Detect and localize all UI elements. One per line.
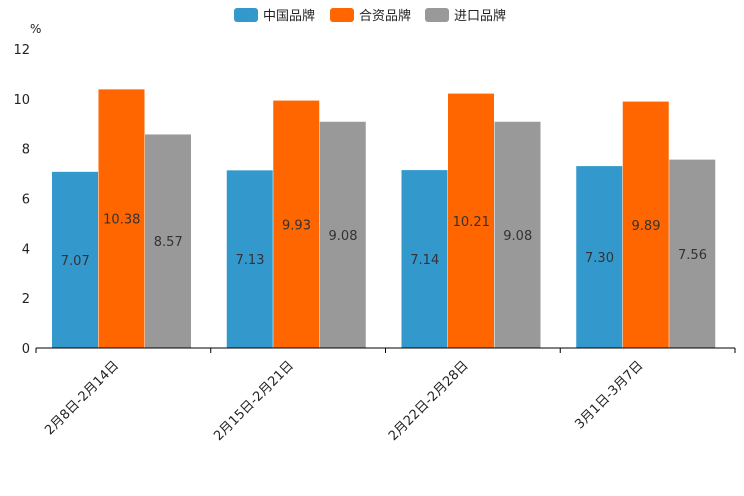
y-tick-label: 10 xyxy=(13,93,30,108)
bar-3-4 xyxy=(669,159,716,348)
bar-2-1 xyxy=(98,89,145,349)
bar-3-2 xyxy=(319,121,366,348)
y-axis-unit-label: % xyxy=(30,22,41,36)
data-label: 7.07 xyxy=(61,254,90,269)
y-tick-label: 4 xyxy=(22,242,30,257)
data-label: 7.30 xyxy=(585,251,614,266)
legend-label: 中国品牌 xyxy=(263,8,315,24)
bar-2-4 xyxy=(622,101,669,349)
bar-1-3 xyxy=(401,170,448,348)
x-tick-label: 2月15日-2月21日 xyxy=(211,358,297,444)
data-label: 7.13 xyxy=(236,253,265,268)
legend-swatch xyxy=(330,8,354,22)
bar-2-2 xyxy=(273,100,320,348)
data-label: 7.56 xyxy=(678,248,707,263)
x-tick-label: 2月22日-2月28日 xyxy=(386,358,472,444)
legend: 中国品牌 合资品牌 进口品牌 xyxy=(234,8,506,24)
bar-3-1 xyxy=(145,134,191,348)
data-label: 9.08 xyxy=(329,229,358,244)
bar-1-2 xyxy=(226,170,273,348)
x-tick-label: 3月1日-3月7日 xyxy=(572,358,646,432)
y-tick-label: 8 xyxy=(22,143,30,158)
data-label: 10.38 xyxy=(103,213,140,228)
data-label: 7.14 xyxy=(410,253,439,268)
bar-2-3 xyxy=(448,93,494,348)
y-axis: 0 2 4 6 8 10 12 xyxy=(13,43,30,357)
y-tick-label: 0 xyxy=(22,342,30,357)
bar-1-4 xyxy=(576,166,623,348)
data-label: 9.89 xyxy=(632,219,661,234)
bars xyxy=(52,89,716,349)
legend-label: 进口品牌 xyxy=(454,8,506,24)
x-axis: 2月8日-2月14日 2月15日-2月21日 2月22日-2月28日 3月1日-3月7… xyxy=(35,347,736,444)
bar-3-3 xyxy=(494,121,541,348)
data-label: 9.08 xyxy=(503,229,532,244)
data-labels: 7.07 10.38 8.57 7.13 9.93 9.08 7.14 10.21 9.08 7.… xyxy=(61,213,707,269)
y-tick-label: 12 xyxy=(13,43,30,58)
data-label: 10.21 xyxy=(453,215,490,230)
legend-swatch xyxy=(234,8,258,22)
y-tick-label: 6 xyxy=(22,193,30,208)
bar-1-1 xyxy=(52,171,98,348)
legend-swatch xyxy=(425,8,449,22)
y-tick-label: 2 xyxy=(22,292,30,307)
x-tick-label: 2月8日-2月14日 xyxy=(42,358,122,438)
data-label: 8.57 xyxy=(154,235,183,250)
data-label: 9.93 xyxy=(282,218,311,233)
legend-label: 合资品牌 xyxy=(359,8,411,24)
